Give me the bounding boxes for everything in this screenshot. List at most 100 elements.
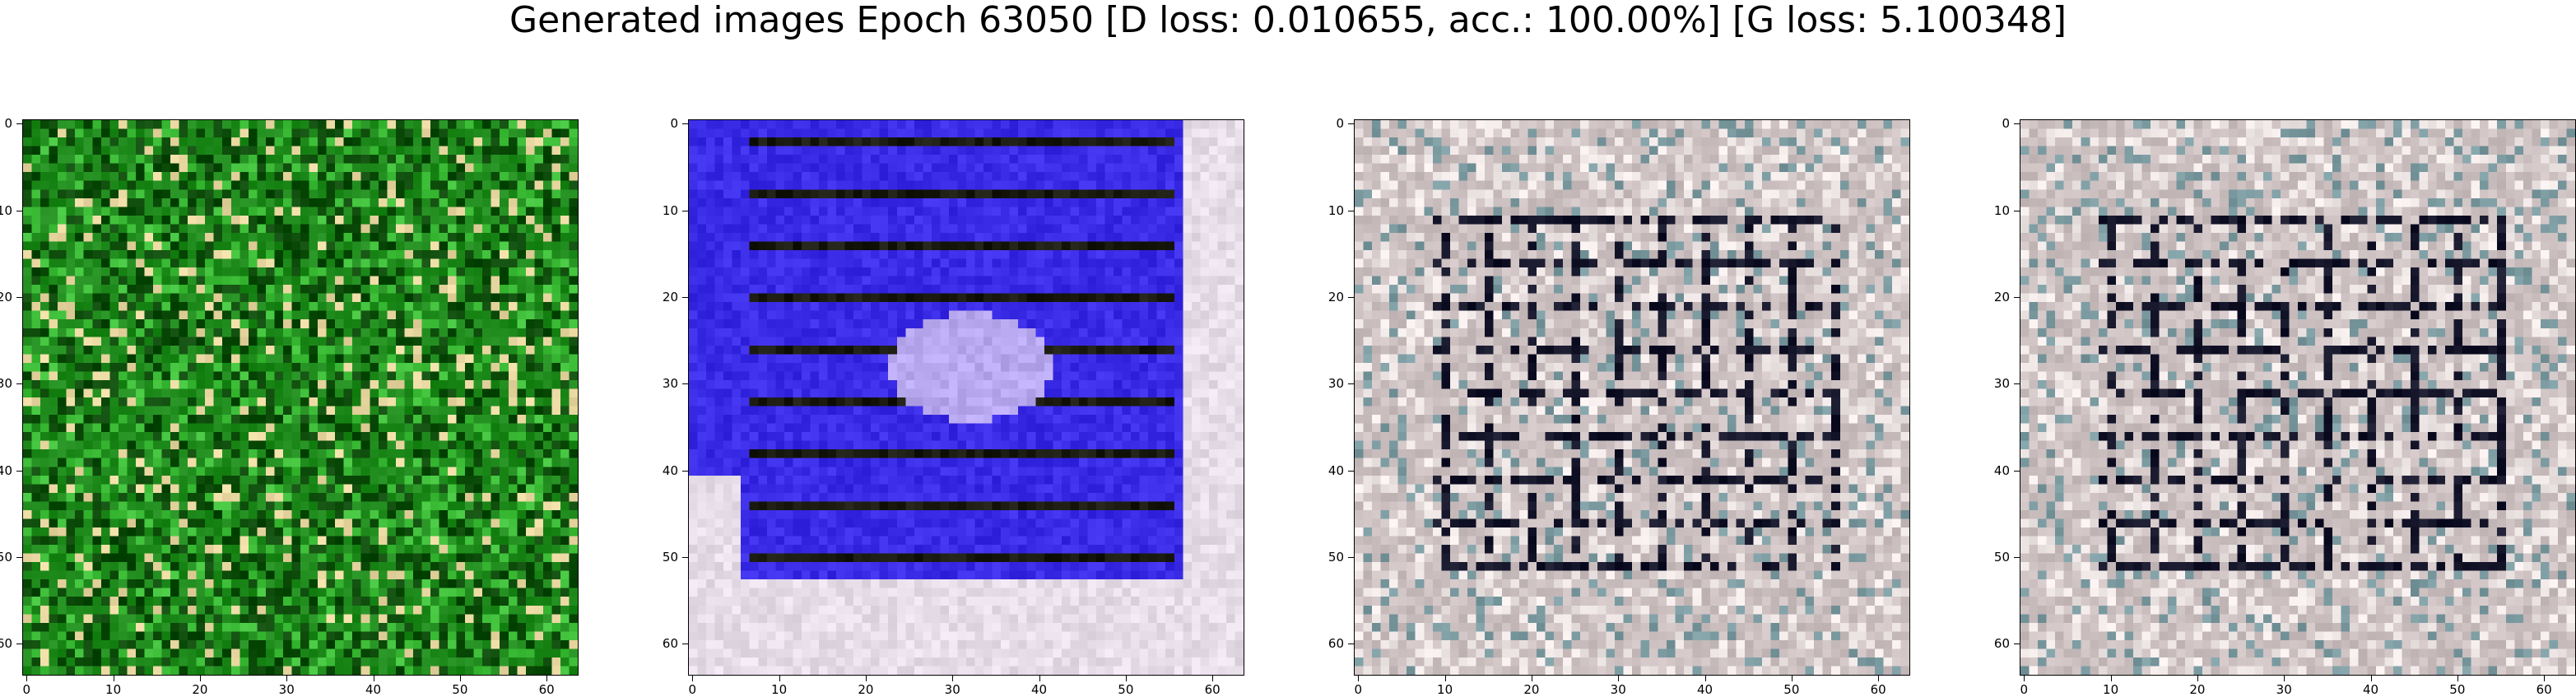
x-tick-mark	[2024, 676, 2025, 681]
y-tick-label: 40	[662, 462, 678, 478]
y-tick-label: 30	[0, 376, 12, 392]
x-tick-mark	[2197, 676, 2198, 681]
y-tick-mark	[16, 470, 22, 472]
x-tick-mark	[286, 676, 288, 681]
x-tick-mark	[1125, 676, 1127, 681]
x-tick-label: 30	[2276, 682, 2292, 697]
x-tick-mark	[865, 676, 867, 681]
y-tick-mark	[2014, 296, 2020, 298]
y-tick-label: 0	[1336, 116, 1344, 132]
image-panel-3: 0 10 20 30 40 50 60 0 10 20 30 40 50 60	[1328, 118, 1910, 696]
figure-title: Generated images Epoch 63050 [D loss: 0.…	[509, 0, 2067, 41]
y-tick-label: 30	[662, 376, 678, 392]
x-tick-mark	[459, 676, 461, 681]
x-tick-mark	[1704, 676, 1706, 681]
x-tick-mark	[26, 676, 28, 681]
y-tick-label: 60	[1328, 636, 1344, 652]
grey-sample-a-image	[1354, 119, 1910, 676]
x-tick-label: 60	[538, 682, 555, 697]
x-tick-label: 50	[2449, 682, 2466, 697]
y-tick-mark	[16, 296, 22, 298]
y-tick-mark	[1348, 470, 1354, 472]
grey-sample-a-pixels	[1355, 120, 1909, 675]
y-tick-label: 50	[1993, 549, 2010, 565]
x-tick-mark	[546, 676, 548, 681]
x-tick-label: 60	[1204, 682, 1221, 697]
y-tick-mark	[682, 383, 688, 385]
x-tick-label: 60	[1870, 682, 1886, 697]
x-tick-mark	[199, 676, 201, 681]
x-tick-mark	[2110, 676, 2112, 681]
y-tick-mark	[16, 383, 22, 385]
x-tick-label: 20	[858, 682, 874, 697]
x-tick-label: 30	[1610, 682, 1626, 697]
x-tick-label: 20	[192, 682, 208, 697]
grey-sample-b-image	[2020, 119, 2576, 676]
image-panel-4: 0 10 20 30 40 50 60 0 10 20 30 40 50 60	[1994, 118, 2576, 696]
x-tick-label: 10	[2103, 682, 2119, 697]
x-tick-mark	[1444, 676, 1446, 681]
y-tick-mark	[2014, 556, 2020, 558]
x-tick-mark	[1618, 676, 1620, 681]
grey-sample-b-pixels	[2020, 120, 2575, 675]
y-tick-label: 30	[1328, 376, 1344, 392]
x-tick-mark	[1358, 676, 1360, 681]
y-tick-mark	[1348, 556, 1354, 558]
x-tick-label: 10	[1437, 682, 1453, 697]
x-tick-label: 30	[278, 682, 295, 697]
y-tick-label: 50	[662, 549, 678, 565]
green-sample-pixels	[23, 120, 578, 675]
y-tick-mark	[2014, 123, 2020, 125]
y-tick-label: 30	[1993, 376, 2010, 392]
x-tick-mark	[779, 676, 780, 681]
x-tick-mark	[2370, 676, 2372, 681]
x-tick-mark	[2457, 676, 2458, 681]
x-tick-label: 0	[2020, 682, 2029, 697]
y-tick-label: 60	[1993, 636, 2010, 652]
x-tick-label: 10	[105, 682, 122, 697]
x-tick-label: 0	[688, 682, 697, 697]
y-tick-mark	[1348, 296, 1354, 298]
y-tick-label: 10	[662, 202, 678, 218]
y-tick-label: 60	[0, 636, 12, 652]
y-tick-label: 10	[1328, 202, 1344, 218]
y-tick-label: 0	[670, 116, 678, 132]
x-tick-label: 0	[1354, 682, 1363, 697]
blue-sample-image	[688, 119, 1244, 676]
x-tick-label: 30	[944, 682, 960, 697]
y-tick-mark	[16, 123, 22, 125]
y-tick-label: 10	[0, 202, 12, 218]
y-tick-label: 40	[0, 462, 12, 478]
y-tick-label: 60	[662, 636, 678, 652]
y-tick-label: 10	[1993, 202, 2010, 218]
y-tick-label: 20	[1328, 289, 1344, 304]
x-tick-label: 10	[771, 682, 788, 697]
blue-sample-pixels	[689, 120, 1244, 675]
x-tick-label: 60	[2536, 682, 2552, 697]
x-tick-label: 20	[1523, 682, 1540, 697]
x-tick-label: 40	[365, 682, 382, 697]
image-panel-2: 0 10 20 30 40 50 60 0 10 20 30 40 50 60	[663, 118, 1244, 696]
x-tick-mark	[2544, 676, 2546, 681]
x-tick-mark	[1212, 676, 1214, 681]
y-tick-mark	[16, 556, 22, 558]
x-tick-label: 0	[22, 682, 31, 697]
y-tick-label: 20	[0, 289, 12, 304]
y-tick-label: 50	[0, 549, 12, 565]
y-tick-label: 20	[1993, 289, 2010, 304]
y-tick-label: 40	[1993, 462, 2010, 478]
y-tick-mark	[1348, 123, 1354, 125]
y-tick-mark	[682, 123, 688, 125]
y-tick-mark	[682, 556, 688, 558]
x-tick-label: 50	[452, 682, 468, 697]
y-tick-label: 0	[2002, 116, 2010, 132]
x-tick-mark	[692, 676, 694, 681]
x-tick-mark	[1791, 676, 1793, 681]
y-tick-label: 50	[1328, 549, 1344, 565]
image-panel-1: 0 10 20 30 40 50 60 0 10 20 30 40 50 60	[0, 118, 579, 696]
y-tick-mark	[682, 470, 688, 472]
x-tick-label: 40	[1696, 682, 1713, 697]
y-tick-label: 0	[4, 116, 12, 132]
y-tick-mark	[1348, 383, 1354, 385]
x-tick-mark	[952, 676, 954, 681]
